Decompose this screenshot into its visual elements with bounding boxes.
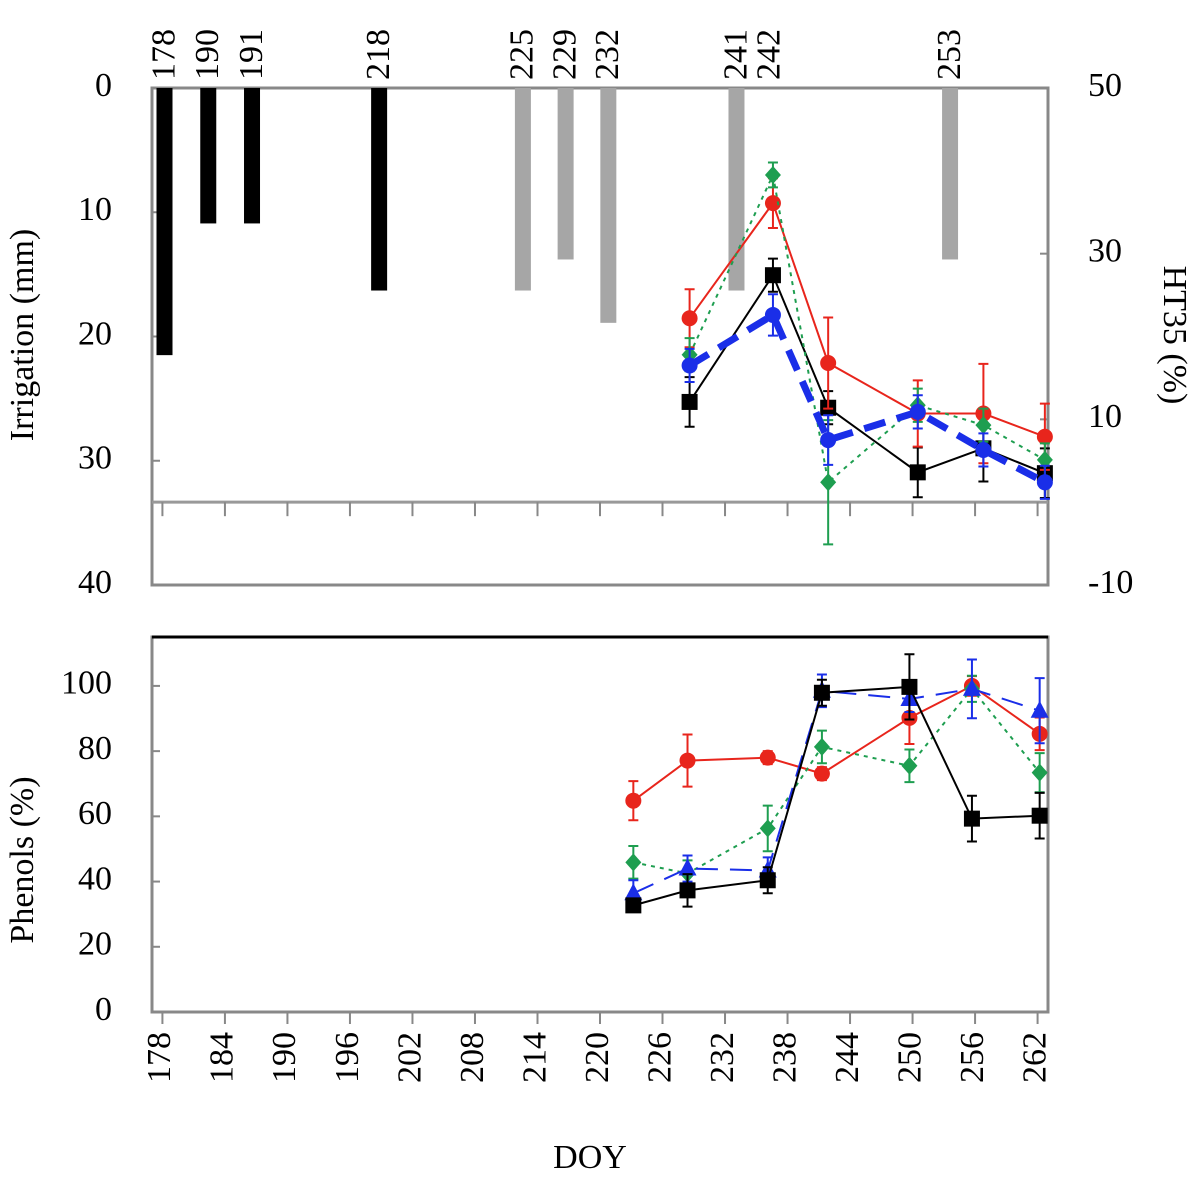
y-tick-label: 20: [78, 926, 112, 963]
bar-label: 218: [360, 29, 397, 80]
point: [963, 810, 980, 827]
x-tick-label: 190: [266, 1032, 303, 1083]
y2-tick-label: 30: [1088, 232, 1122, 269]
y2-tick-label: -10: [1088, 564, 1133, 601]
point: [625, 792, 642, 809]
y-tick-label: 30: [78, 440, 112, 477]
bar-label: 253: [931, 29, 968, 80]
point: [764, 165, 781, 184]
series-line: [632, 684, 1041, 802]
x-axis-title: DOY: [553, 1139, 627, 1176]
bar: [371, 88, 388, 291]
x-tick-label: 220: [579, 1032, 616, 1083]
point: [909, 464, 926, 481]
point: [681, 393, 698, 410]
point: [901, 678, 918, 695]
bar-label: 242: [751, 29, 788, 80]
x-tick-label: 202: [391, 1032, 428, 1083]
point: [764, 306, 781, 323]
y-tick-label: 20: [78, 315, 112, 352]
point: [764, 195, 781, 212]
point: [759, 819, 776, 838]
point: [1036, 428, 1053, 445]
bar-label: 232: [589, 29, 626, 80]
bar-label: 191: [233, 29, 270, 80]
point: [1036, 450, 1053, 469]
point: [813, 737, 830, 756]
bar: [728, 88, 745, 291]
bar-label: 225: [504, 29, 541, 80]
y-tick-label: 40: [78, 860, 112, 897]
x-tick-label: 178: [141, 1032, 178, 1083]
point: [624, 883, 643, 901]
point: [909, 403, 926, 420]
x-tick-label: 262: [1016, 1032, 1053, 1083]
bar-label: 241: [717, 29, 754, 80]
series-line: [633, 687, 1041, 875]
y2-tick-label: 10: [1088, 398, 1122, 435]
y-axis-title: Phenols (%): [4, 776, 41, 943]
point: [681, 357, 698, 374]
point: [820, 473, 837, 492]
bar: [557, 88, 574, 260]
bar-label: 190: [189, 29, 226, 80]
x-tick-label: 214: [516, 1032, 553, 1083]
y-tick-label: 0: [95, 67, 112, 104]
bar: [156, 88, 173, 356]
point: [759, 872, 776, 889]
y2-axis-title: HT35 (%): [1156, 266, 1193, 405]
bar: [200, 88, 217, 224]
point: [820, 355, 837, 372]
point: [975, 441, 992, 458]
point: [625, 853, 642, 872]
x-tick-label: 250: [891, 1032, 928, 1083]
series-line: [688, 171, 1046, 485]
y-tick-label: 10: [78, 191, 112, 228]
point: [679, 882, 696, 899]
bar: [514, 88, 531, 291]
point: [820, 432, 837, 449]
point: [759, 749, 776, 766]
x-tick-label: 184: [204, 1032, 241, 1083]
point: [1031, 807, 1048, 824]
x-tick-label: 232: [704, 1032, 741, 1083]
point: [1036, 474, 1053, 491]
point: [678, 858, 697, 876]
series-line: [687, 309, 1047, 486]
bar-label: 178: [145, 29, 182, 80]
bar: [600, 88, 617, 323]
series-line: [688, 273, 1046, 475]
x-tick-label: 244: [829, 1032, 866, 1083]
x-tick-label: 196: [329, 1032, 366, 1083]
x-tick-label: 208: [454, 1032, 491, 1083]
y-tick-label: 80: [78, 730, 112, 767]
point: [764, 267, 781, 284]
point: [679, 752, 696, 769]
x-tick-label: 226: [641, 1032, 678, 1083]
y-tick-label: 0: [95, 991, 112, 1028]
point: [813, 684, 830, 701]
series-line: [688, 200, 1046, 438]
y-tick-label: 100: [61, 665, 112, 702]
point: [1030, 700, 1049, 718]
bar-label: 229: [546, 29, 583, 80]
y-tick-label: 40: [78, 564, 112, 601]
x-tick-label: 256: [954, 1032, 991, 1083]
point: [1031, 763, 1048, 782]
bar: [942, 88, 959, 260]
point: [625, 897, 642, 914]
x-tick-label: 238: [766, 1032, 803, 1083]
bar: [244, 88, 261, 224]
point: [681, 310, 698, 327]
point: [901, 756, 918, 775]
point: [975, 416, 992, 435]
y2-tick-label: 50: [1088, 67, 1122, 104]
point: [813, 765, 830, 782]
y-axis-title: Irrigation (mm): [4, 229, 41, 441]
point: [962, 678, 981, 696]
y-tick-label: 60: [78, 795, 112, 832]
series-line: [632, 687, 1040, 895]
